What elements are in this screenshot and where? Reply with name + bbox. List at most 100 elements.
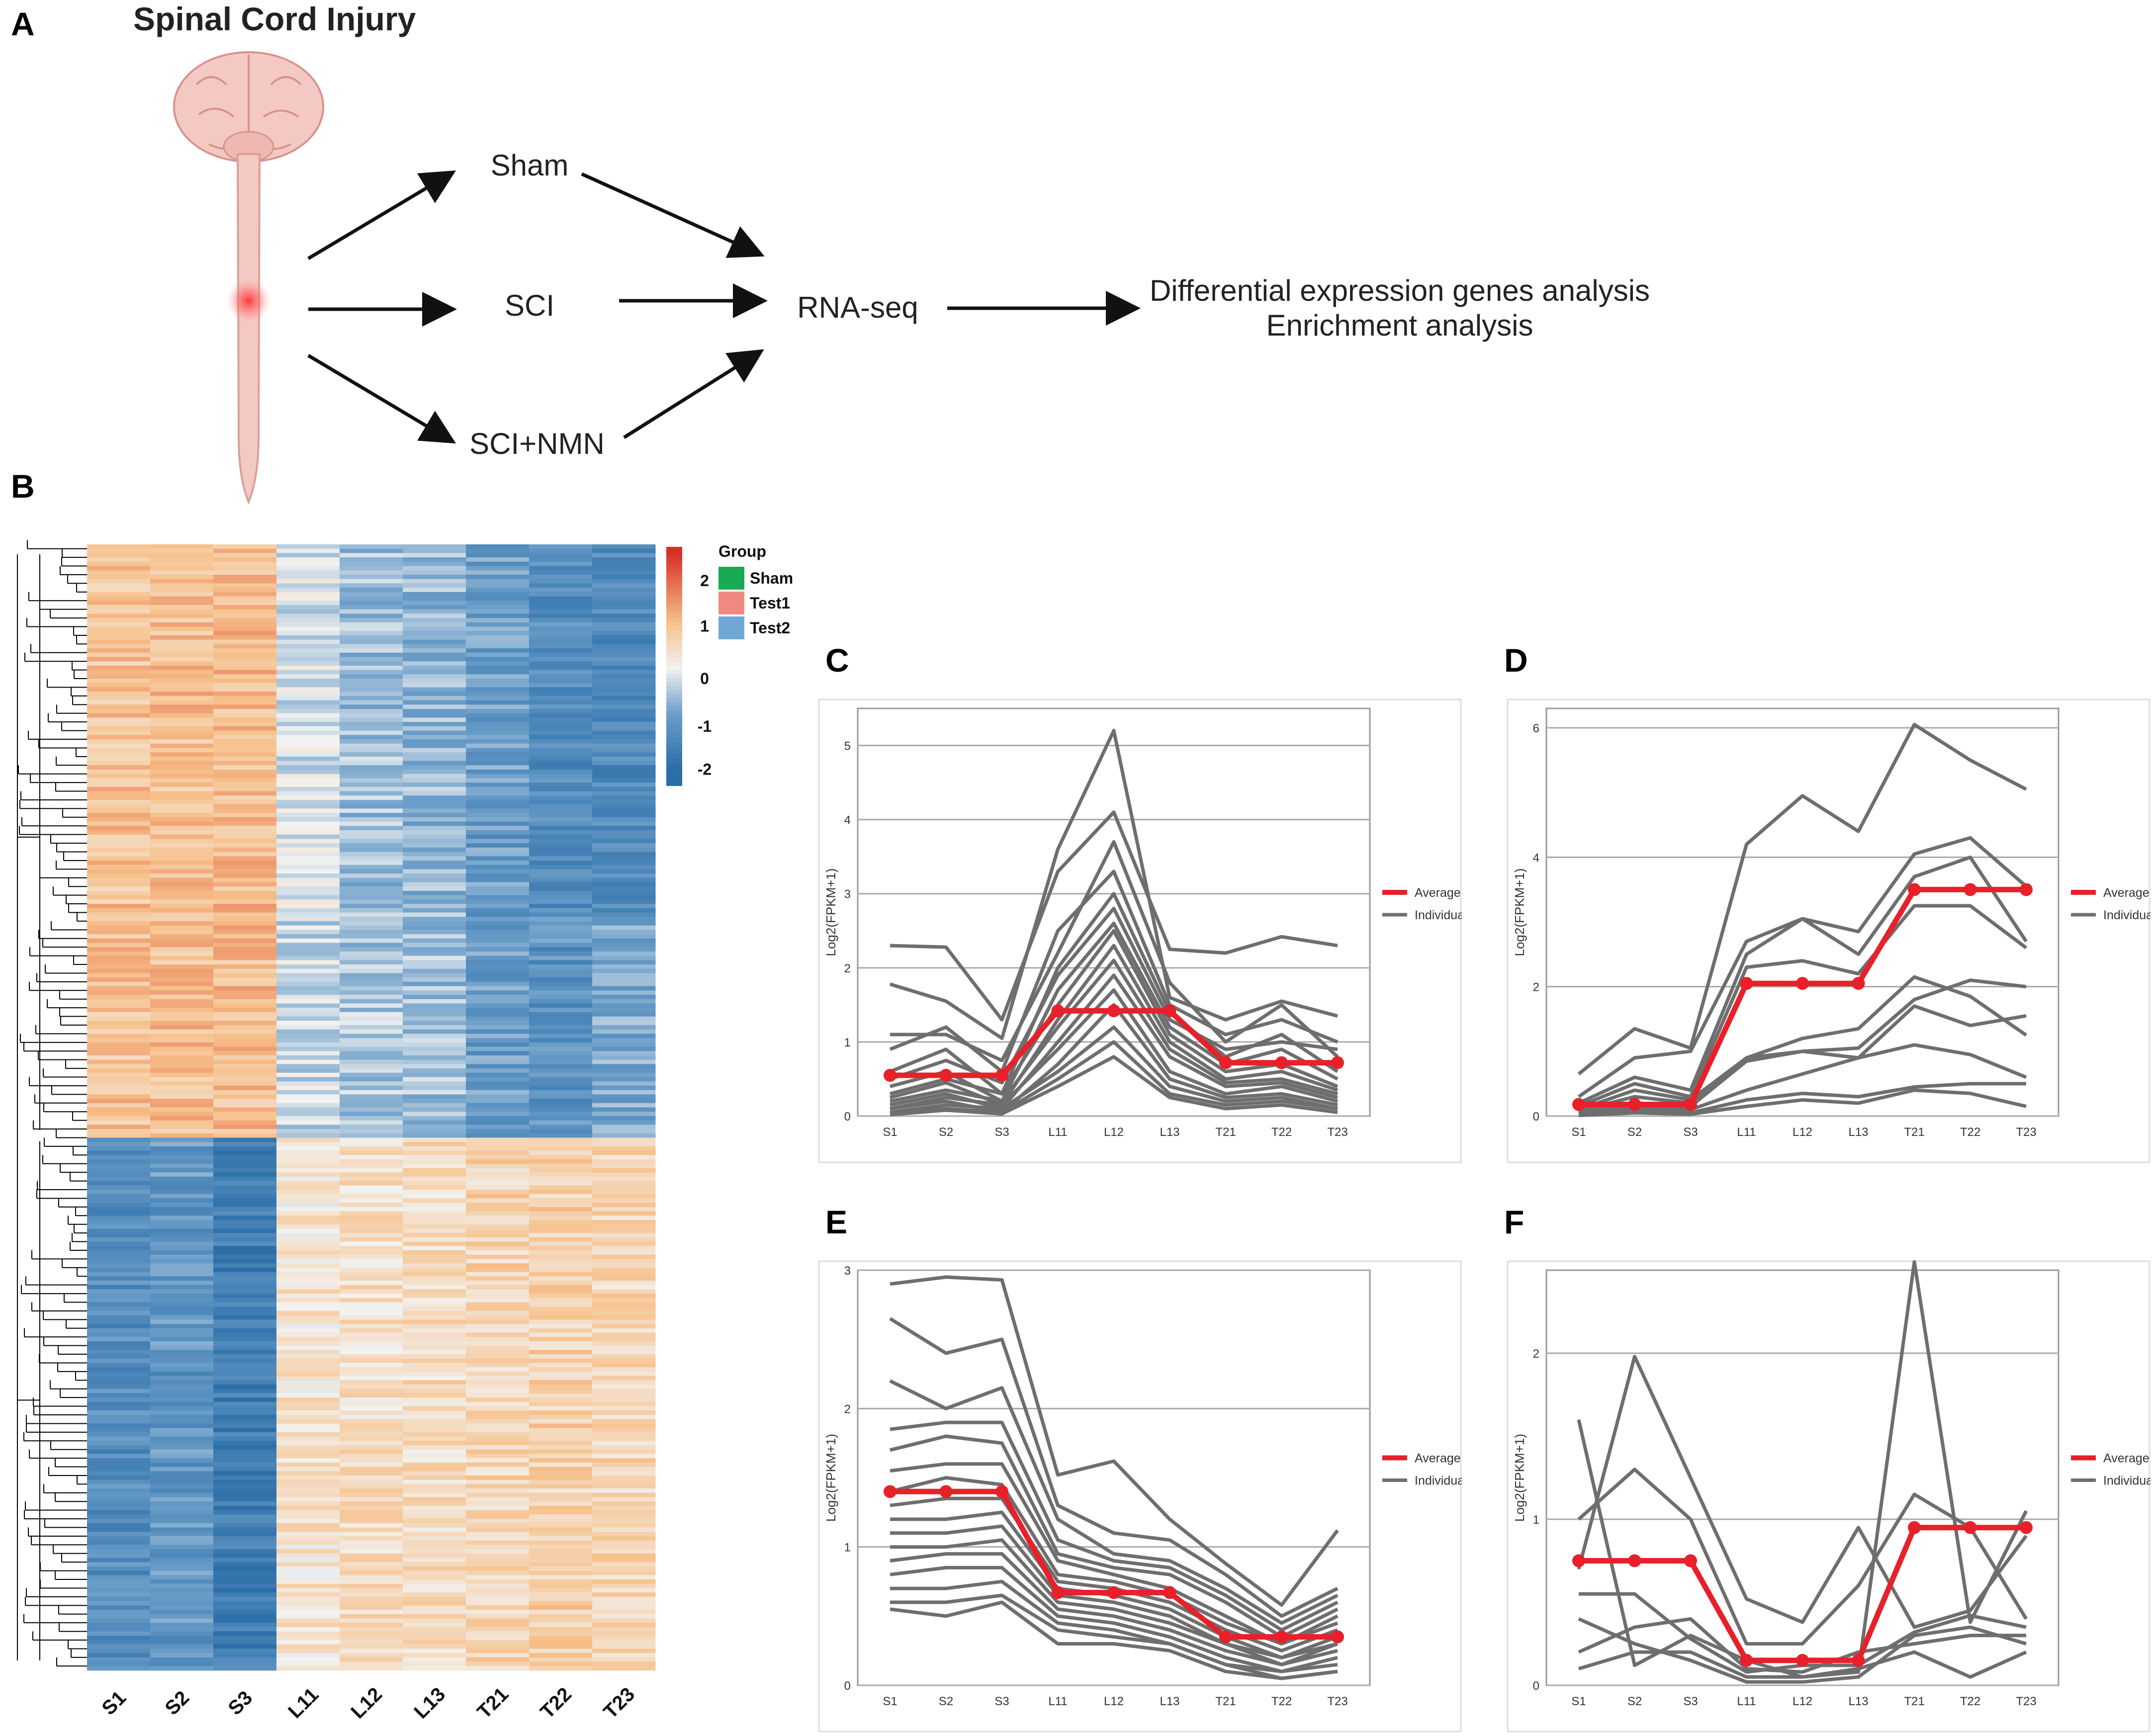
heatmap-cell xyxy=(87,990,151,995)
flow-rnaseq: RNA-seq xyxy=(797,291,918,324)
heatmap-cell xyxy=(592,1514,656,1519)
heatmap-cell xyxy=(466,652,530,657)
heatmap-cell xyxy=(213,695,277,701)
heatmap-cell xyxy=(466,1025,530,1030)
heatmap-cell xyxy=(213,1085,277,1091)
heatmap-cell xyxy=(150,1051,214,1056)
heatmap-cell xyxy=(592,1596,656,1602)
heatmap-cell xyxy=(213,1415,277,1420)
heatmap-cell xyxy=(529,1406,593,1411)
heatmap-cell xyxy=(592,1068,656,1073)
heatmap-cell xyxy=(529,1324,593,1329)
heatmap-cell xyxy=(213,1631,277,1636)
heatmap-cell xyxy=(529,1042,593,1047)
heatmap-cell xyxy=(150,1194,214,1199)
heatmap-cell xyxy=(276,657,340,662)
heatmap-cell xyxy=(276,1341,340,1346)
heatmap-cell xyxy=(340,1228,403,1233)
x-tick-label: T22 xyxy=(1271,1695,1292,1708)
legend-title: Group xyxy=(718,542,766,560)
heatmap-cell xyxy=(213,860,277,866)
heatmap-cell xyxy=(466,726,530,731)
heatmap-cell xyxy=(592,1280,656,1286)
heatmap-cell xyxy=(213,1181,277,1186)
heatmap-cell xyxy=(340,1016,403,1021)
heatmap-cell xyxy=(213,657,277,662)
color-scale-step xyxy=(666,551,682,555)
heatmap-cell xyxy=(213,1046,277,1051)
heatmap-cell xyxy=(87,683,151,688)
heatmap-cell xyxy=(87,730,151,735)
heatmap-cell xyxy=(403,1059,466,1064)
heatmap-cell xyxy=(403,670,466,675)
color-scale-tick: -2 xyxy=(698,760,712,778)
heatmap-cell xyxy=(150,1579,214,1584)
heatmap-cell xyxy=(340,1120,403,1125)
heatmap-cell xyxy=(466,588,530,593)
heatmap-cell xyxy=(529,964,593,969)
heatmap-cell xyxy=(529,1142,593,1147)
heatmap-cell xyxy=(466,761,530,766)
heatmap-cell xyxy=(466,921,530,926)
heatmap-cell xyxy=(340,657,403,662)
heatmap-cell xyxy=(529,704,593,709)
heatmap-cell xyxy=(340,1298,403,1303)
heatmap-cell xyxy=(466,1350,530,1355)
heatmap-cell xyxy=(87,804,151,809)
heatmap-cell xyxy=(529,1523,593,1528)
heatmap-cell xyxy=(466,968,530,973)
heatmap-cell xyxy=(403,1046,466,1051)
heatmap-cell xyxy=(466,1341,530,1346)
heatmap-cell xyxy=(87,648,151,653)
heatmap-cell xyxy=(276,1194,340,1199)
heatmap-cell xyxy=(87,778,151,783)
heatmap-cell xyxy=(87,977,151,982)
heatmap-cell xyxy=(466,990,530,995)
heatmap-cell xyxy=(592,1099,656,1104)
heatmap-cell xyxy=(150,1479,214,1484)
heatmap-cell xyxy=(340,943,403,948)
heatmap-cell xyxy=(592,1649,656,1653)
heatmap-cell xyxy=(213,756,277,762)
heatmap-cell xyxy=(529,687,593,692)
heatmap-cell xyxy=(340,605,403,610)
heatmap-cell xyxy=(150,1302,214,1307)
heatmap-cell xyxy=(87,1094,151,1099)
heatmap-cell xyxy=(466,908,530,913)
heatmap-cell xyxy=(276,852,340,857)
heatmap-cell xyxy=(592,1276,656,1281)
color-scale-step xyxy=(666,603,682,607)
heatmap-cell xyxy=(87,735,151,740)
heatmap-cell xyxy=(150,544,214,549)
heatmap-cell xyxy=(213,1441,277,1446)
heatmap-cell xyxy=(466,1380,530,1385)
heatmap-cell xyxy=(592,1389,656,1393)
heatmap-cell xyxy=(340,1319,403,1324)
flow-output-2: Enrichment analysis xyxy=(1266,309,1533,342)
heatmap-cell xyxy=(276,938,340,943)
heatmap-cell xyxy=(340,1125,403,1129)
heatmap-cell xyxy=(466,704,530,709)
heatmap-cell xyxy=(213,1016,277,1021)
heatmap-cell xyxy=(213,1484,277,1489)
heatmap-cell xyxy=(276,717,340,722)
heatmap-cell xyxy=(466,730,530,735)
heatmap-cell xyxy=(276,1475,340,1480)
heatmap-cell xyxy=(87,1241,151,1246)
heatmap-cell xyxy=(403,1666,466,1671)
heatmap-cell xyxy=(592,1406,656,1411)
heatmap-cell xyxy=(213,652,277,657)
average-point xyxy=(1107,1586,1120,1599)
heatmap-cell xyxy=(403,1280,466,1286)
heatmap-cell xyxy=(466,1094,530,1099)
heatmap-cell xyxy=(276,1051,340,1056)
heatmap-cell xyxy=(276,839,340,844)
heatmap-cell xyxy=(529,1401,593,1407)
heatmap-cell xyxy=(340,1350,403,1355)
heatmap-cell xyxy=(276,1055,340,1060)
heatmap-cell xyxy=(87,679,151,684)
heatmap-cell xyxy=(340,1220,403,1225)
heatmap-cell xyxy=(276,830,340,835)
heatmap-cell xyxy=(340,1276,403,1281)
heatmap-cell xyxy=(466,1523,530,1528)
